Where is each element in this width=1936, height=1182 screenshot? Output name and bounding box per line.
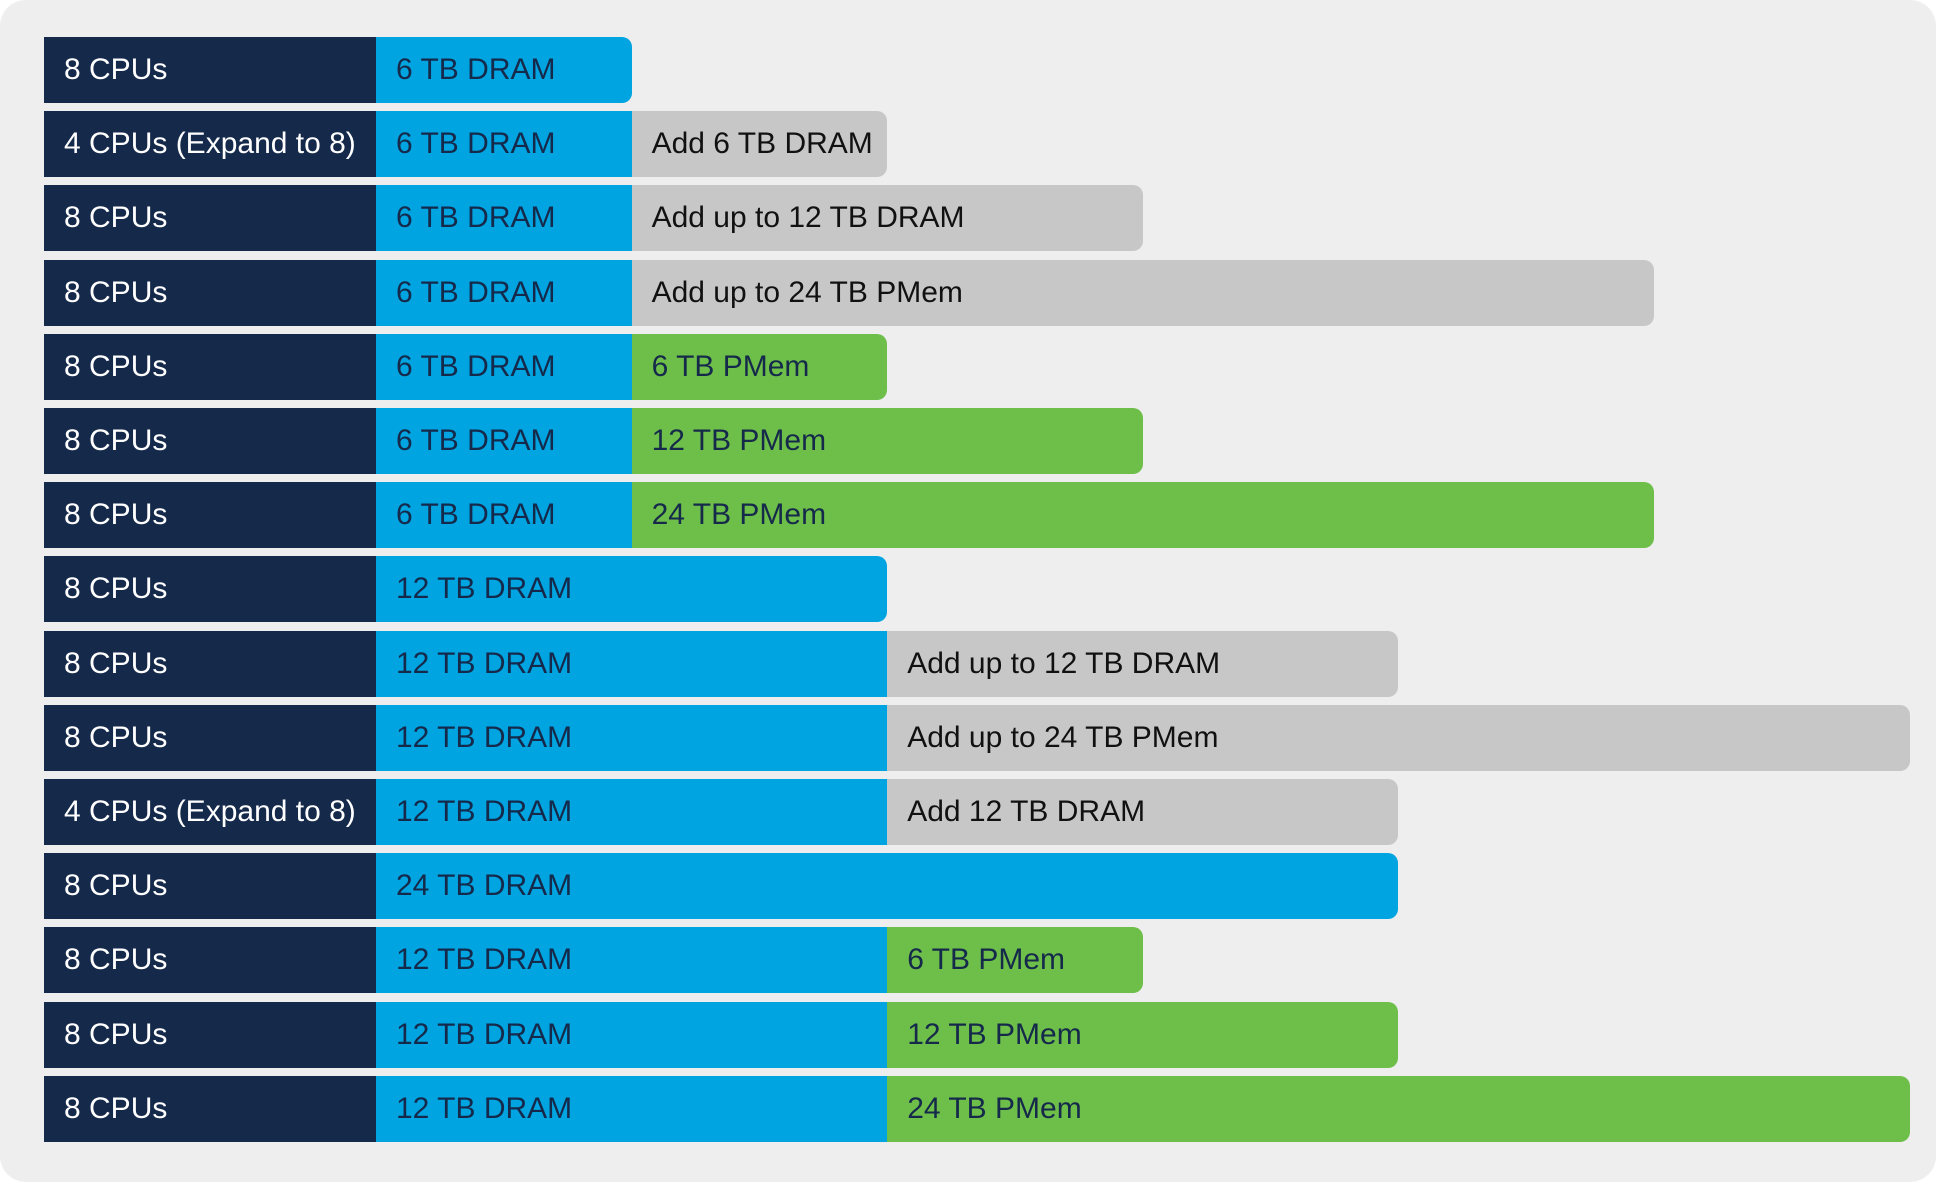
pmem-segment: 24 TB PMem	[631, 482, 1654, 549]
dram-segment: 12 TB DRAM	[376, 556, 888, 623]
cpu-label: 8 CPUs	[44, 333, 376, 400]
dram-segment: 12 TB DRAM	[376, 1001, 888, 1068]
cpu-label: 8 CPUs	[44, 704, 376, 771]
dram-segment: 12 TB DRAM	[376, 630, 888, 697]
cpu-label: 8 CPUs	[44, 1001, 376, 1068]
pmem-segment: 12 TB PMem	[887, 1001, 1399, 1068]
cpu-label: 8 CPUs	[44, 259, 376, 326]
cpu-label: 8 CPUs	[44, 853, 376, 920]
dram-segment: 6 TB DRAM	[376, 408, 632, 474]
cpu-label: 4 CPUs (Expand to 8)	[44, 111, 376, 178]
pmem-segment: 24 TB PMem	[887, 1075, 1910, 1142]
pmem-segment: 6 TB PMem	[887, 927, 1143, 994]
upgrade-option-segment: Add up to 12 TB DRAM	[887, 630, 1399, 697]
cpu-label: 8 CPUs	[44, 927, 376, 994]
pmem-segment: 6 TB PMem	[631, 333, 888, 400]
dram-segment: 6 TB DRAM	[376, 259, 632, 326]
cpu-label: 8 CPUs	[44, 556, 376, 623]
dram-segment: 6 TB DRAM	[376, 37, 632, 103]
dram-segment: 6 TB DRAM	[376, 185, 632, 252]
cpu-label: 4 CPUs (Expand to 8)	[44, 779, 376, 845]
dram-segment: 12 TB DRAM	[376, 704, 888, 771]
dram-segment: 6 TB DRAM	[376, 111, 632, 178]
dram-segment: 24 TB DRAM	[376, 853, 1399, 920]
pmem-segment: 12 TB PMem	[631, 408, 1143, 474]
dram-segment: 6 TB DRAM	[376, 333, 632, 400]
cpu-label: 8 CPUs	[44, 1075, 376, 1142]
cpu-label: 8 CPUs	[44, 408, 376, 474]
cpu-label: 8 CPUs	[44, 630, 376, 697]
cpu-label: 8 CPUs	[44, 37, 376, 103]
dram-segment: 6 TB DRAM	[376, 482, 632, 549]
dram-segment: 12 TB DRAM	[376, 927, 888, 994]
upgrade-option-segment: Add up to 24 TB PMem	[631, 259, 1654, 326]
upgrade-option-segment: Add 6 TB DRAM	[631, 111, 888, 178]
upgrade-option-segment: Add up to 12 TB DRAM	[631, 185, 1143, 252]
upgrade-option-segment: Add up to 24 TB PMem	[887, 704, 1910, 771]
upgrade-option-segment: Add 12 TB DRAM	[887, 779, 1399, 845]
dram-segment: 12 TB DRAM	[376, 779, 888, 845]
cpu-label: 8 CPUs	[44, 482, 376, 549]
cpu-label: 8 CPUs	[44, 185, 376, 252]
dram-segment: 12 TB DRAM	[376, 1075, 888, 1142]
